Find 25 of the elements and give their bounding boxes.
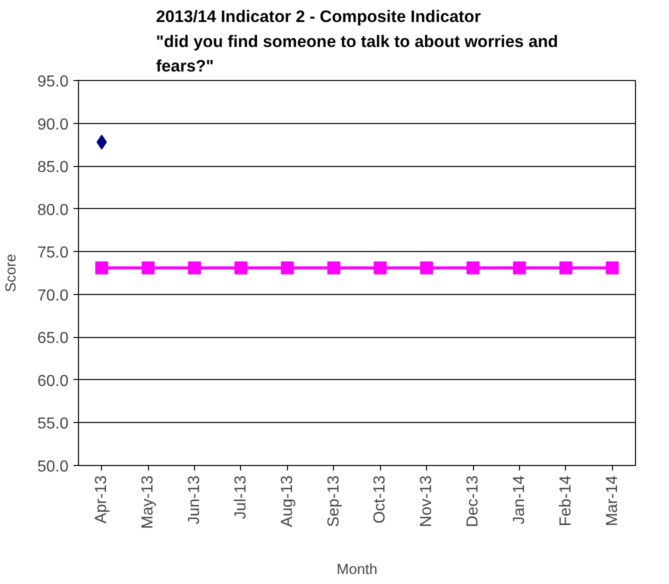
y-tick-label: 70.0 bbox=[37, 287, 69, 304]
x-tick-label: Aug-13 bbox=[278, 475, 296, 528]
chart-title: 2013/14 Indicator 2 - Composite Indicator "did you find someone to talk to about worries and fears?" bbox=[156, 7, 558, 76]
y-tick-label: 50.0 bbox=[37, 458, 69, 476]
x-tick-label: Jan-14 bbox=[510, 475, 528, 524]
y-tick-label: 55.0 bbox=[37, 416, 69, 433]
x-tick-label: Sep-13 bbox=[325, 475, 342, 528]
y-tick-label: 85.0 bbox=[37, 159, 69, 176]
x-tick-label: Feb-14 bbox=[557, 475, 574, 526]
y-axis-title: Score bbox=[3, 254, 20, 292]
y-tick-label: 80.0 bbox=[37, 202, 69, 219]
x-axis-title: Month bbox=[336, 562, 378, 578]
y-tick-label: 95.0 bbox=[37, 74, 69, 90]
x-tick-label: Oct-13 bbox=[372, 475, 389, 524]
x-tick-label: Apr-13 bbox=[93, 475, 110, 524]
x-tick-label: May-13 bbox=[140, 475, 157, 529]
x-tick-label: Jun-13 bbox=[186, 475, 204, 524]
y-tick-label: 75.0 bbox=[37, 244, 69, 262]
x-tick-label: Dec-13 bbox=[464, 475, 482, 528]
x-tick-label: Mar-14 bbox=[604, 475, 621, 526]
x-tick-label: Nov-13 bbox=[418, 475, 436, 528]
y-tick-label: 60.0 bbox=[37, 372, 69, 390]
y-tick-label: 65.0 bbox=[37, 330, 69, 348]
x-tick-label: Jul-13 bbox=[232, 475, 250, 520]
y-tick-label: 90.0 bbox=[37, 116, 69, 134]
